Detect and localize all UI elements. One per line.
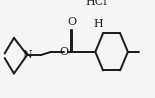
Text: O: O (67, 17, 76, 27)
Text: O: O (60, 47, 69, 57)
Text: H: H (94, 19, 103, 29)
Text: N: N (22, 50, 32, 60)
Text: HCl: HCl (85, 0, 107, 7)
